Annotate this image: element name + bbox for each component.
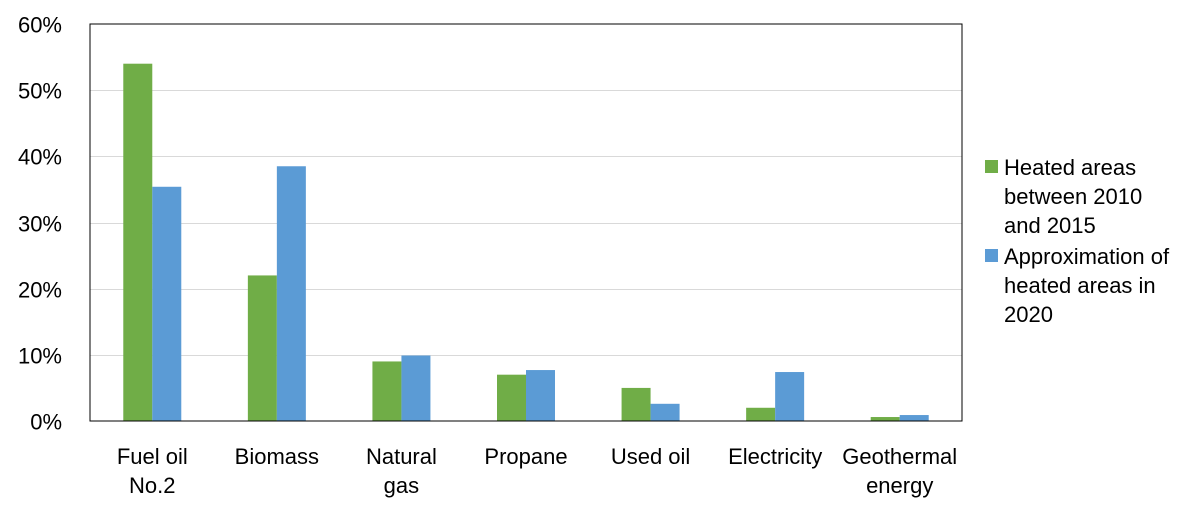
bar-series-1-category-4 <box>497 374 526 421</box>
legend: Heated areas between 2010 and 2015Approxim… <box>985 155 1170 327</box>
bar-series-1-category-1 <box>123 63 153 421</box>
x-axis-tick-labels: Fuel oil No.2 Biomass Natural gas Propane Used… <box>117 444 957 498</box>
bar-series-2-category-3 <box>401 355 431 421</box>
bar-series-1-category-6 <box>746 407 776 421</box>
bar-series-1-category-7 <box>870 417 900 421</box>
legend-swatch-2 <box>985 249 998 262</box>
x-tick-label: Geothermal energy <box>842 444 957 498</box>
y-axis-tick-labels: 0% 10% 20% 30% 40% 50% 60% <box>18 13 62 435</box>
y-tick-label: 20% <box>18 278 62 303</box>
bar-series-2-category-6 <box>775 372 805 421</box>
bar-series-2-category-7 <box>899 415 929 421</box>
x-tick-label: Electricity <box>728 444 822 469</box>
legend-swatch-1 <box>985 160 998 173</box>
y-tick-label: 0% <box>30 410 62 435</box>
x-tick-label: Used oil <box>611 444 690 469</box>
plot-area-frame <box>89 23 963 422</box>
bar-series-2-category-2 <box>276 166 306 421</box>
y-tick-label: 60% <box>18 13 62 38</box>
y-tick-label: 50% <box>18 79 62 104</box>
bar-series-1-category-3 <box>372 361 402 421</box>
legend-label-1: Heated areas between 2010 and 2015 <box>1004 155 1142 238</box>
bar-series-1-category-5 <box>621 387 651 421</box>
y-tick-label: 10% <box>18 344 62 369</box>
y-tick-label: 40% <box>18 145 62 170</box>
x-tick-label: Natural gas <box>366 444 437 498</box>
gridlines <box>90 90 962 356</box>
y-tick-label: 30% <box>18 212 62 237</box>
bar-series-2-category-5 <box>650 403 680 421</box>
x-tick-label: Fuel oil No.2 <box>117 444 188 498</box>
bar-series-2-category-4 <box>526 370 555 421</box>
bars <box>123 63 929 421</box>
bar-series-2-category-1 <box>152 186 182 421</box>
x-tick-label: Propane <box>484 444 567 469</box>
x-tick-label: Biomass <box>235 444 319 469</box>
bar-series-1-category-2 <box>247 275 277 421</box>
legend-label-2: Approximation of heated areas in 2020 <box>1004 244 1170 327</box>
